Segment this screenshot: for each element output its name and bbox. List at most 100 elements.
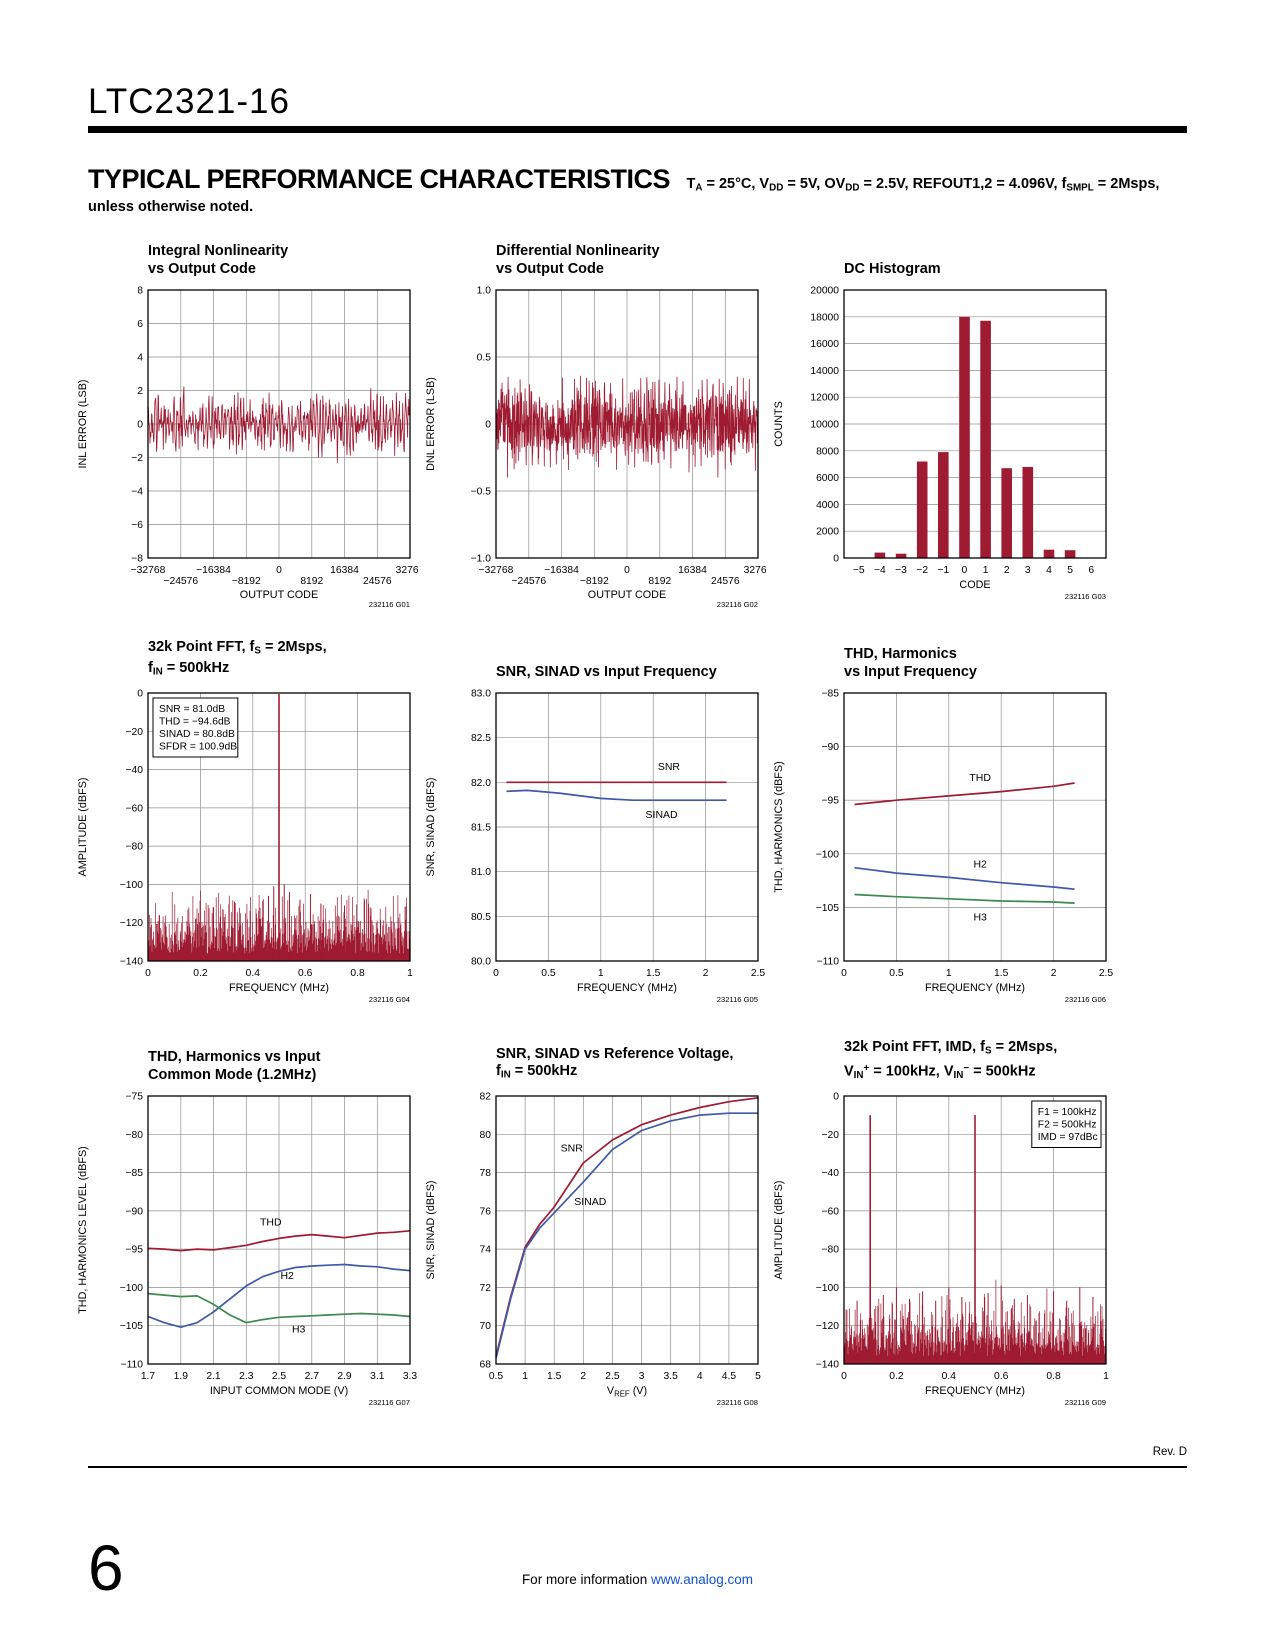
x-axis-label: FREQUENCY (MHz)	[577, 982, 677, 994]
y-tick-label: 80.0	[471, 957, 491, 968]
y-tick-label: −95	[822, 796, 840, 807]
noise-trace	[147, 386, 411, 463]
chart-figure-2: Differential Nonlinearity vs Output Code −…	[418, 238, 773, 627]
x-tick-label: 0	[841, 968, 847, 979]
y-tick-label: −100	[120, 880, 143, 891]
y-tick-label: 80	[480, 1130, 492, 1141]
x-tick-label: 0.6	[994, 1371, 1009, 1382]
chart-figure-4: 32k Point FFT, fS = 2Msps, fIN = 500kHz SN…	[70, 639, 418, 1030]
plot-border	[495, 1095, 759, 1365]
y-tick-label: 2000	[816, 527, 839, 538]
x-tick-label: 8192	[300, 576, 323, 587]
y-tick-label: −100	[816, 1283, 839, 1294]
chart-title: DC Histogram	[844, 260, 941, 277]
x-tick-label: 1.5	[646, 968, 661, 979]
series-label-thd: THD	[260, 1216, 282, 1228]
y-tick-label: 2	[137, 386, 143, 397]
y-tick-label: 8	[137, 286, 143, 297]
y-axis-label: AMPLITUDE (dBFS)	[77, 778, 89, 877]
chart-title: 32k Point FFT, IMD, fS = 2Msps, VIN+ = 10…	[844, 1038, 1058, 1081]
y-tick-label: 82.5	[471, 733, 491, 744]
plot-border	[147, 289, 411, 559]
chart-code: 232116 G04	[369, 995, 410, 1004]
analog-link[interactable]: www.analog.com	[650, 1572, 754, 1587]
y-axis-label: AMPLITUDE (dBFS)	[773, 1181, 785, 1280]
series-sinad	[506, 789, 727, 802]
plot-border	[147, 1095, 411, 1365]
y-tick-label: 74	[480, 1245, 492, 1256]
chart-plot-2: −1.0 −0.5 0 0.5 1.0 −32768−24576−16384−8192 0 8…	[425, 286, 773, 610]
x-tick-label: −4	[874, 565, 886, 576]
y-tick-label: 81.5	[471, 823, 491, 834]
x-tick-label: −16384	[196, 565, 231, 576]
series-label-sinad: SINAD	[646, 809, 679, 821]
x-tick-label: −2	[916, 565, 928, 576]
y-tick-label: 78	[480, 1168, 492, 1179]
x-tick-label: 0	[493, 968, 499, 979]
x-axis-label: FREQUENCY (MHz)	[925, 1385, 1025, 1397]
x-tick-label: 16384	[330, 565, 359, 576]
grid	[147, 1095, 411, 1365]
series-thd	[147, 1229, 411, 1252]
y-tick-label: 68	[480, 1360, 492, 1371]
x-axis-label: FREQUENCY (MHz)	[925, 982, 1025, 994]
y-tick-label: −2	[131, 453, 143, 464]
y-tick-label: −140	[120, 957, 143, 968]
series-label-snr: SNR	[658, 761, 681, 773]
x-tick-label: 0	[962, 565, 968, 576]
series-h2	[854, 866, 1075, 891]
chart-figure-6: THD, Harmonics vs Input Frequency THD H2 H3 −…	[766, 641, 1114, 1030]
x-tick-label: −8192	[580, 576, 609, 587]
chart-figure-8: SNR, SINAD vs Reference Voltage, fIN = 50…	[418, 1044, 766, 1433]
plot-border	[843, 289, 1107, 559]
chart-code: 232116 G07	[369, 1398, 410, 1407]
x-tick-label: 2	[1051, 968, 1057, 979]
chart-plot-8: SNR SINAD 68 70 72 74 76 78 80 82 0.5 1 1.5 2 2.5 3 3.5 4…	[425, 1092, 761, 1408]
chart-title: Integral Nonlinearity vs Output Code	[148, 243, 289, 277]
y-tick-label: 70	[480, 1321, 492, 1332]
y-tick-label: −80	[822, 1245, 840, 1256]
x-axis-label: OUTPUT CODE	[588, 589, 666, 601]
x-tick-label: −3	[895, 565, 907, 576]
annotation-line: IMD = 97dBc	[1038, 1132, 1098, 1143]
chart-plot-7: THD H2 H3 −110 −105 −100 −95 −90 −85 −80 −75 1.7 1.9…	[77, 1092, 417, 1408]
series-label-h3: H3	[292, 1324, 306, 1336]
x-tick-label: −32768	[479, 565, 514, 576]
y-tick-label: 18000	[810, 312, 839, 323]
x-tick-label: 3.5	[664, 1371, 679, 1382]
chart-plot-3: 0 2000 4000 6000 8000 10000 12000 14000 16000 180…	[773, 286, 1107, 601]
x-tick-label: 1	[946, 968, 952, 979]
annotation-line: SNR = 81.0dB	[159, 704, 225, 715]
chart-code: 232116 G05	[717, 995, 758, 1004]
chart-figure-3: DC Histogram 0 2000 4000 6000 8000 10000 12000 1…	[766, 238, 1114, 627]
y-tick-label: −1.0	[471, 554, 492, 565]
x-tick-label: 0.5	[541, 968, 556, 979]
y-tick-label: −85	[822, 689, 840, 700]
x-tick-label: 8192	[648, 576, 671, 587]
plot-border	[147, 692, 411, 962]
x-tick-label: 0.8	[350, 968, 365, 979]
y-tick-label: −80	[126, 842, 144, 853]
series-label-thd: THD	[969, 772, 991, 784]
chart-figure-1: Integral Nonlinearity vs Output Code −8 −6−…	[70, 238, 425, 627]
grid	[844, 289, 1106, 559]
x-tick-label: −24576	[511, 576, 546, 587]
y-tick-label: −20	[126, 727, 144, 738]
x-tick-label: 6	[1088, 565, 1094, 576]
chart-plot-1: −8 −6 −4 −2 0 2 4 6 8 −32768−24576−16384−8192 0 819…	[77, 286, 425, 610]
x-tick-label: 1.9	[174, 1371, 189, 1382]
x-axis-label: FREQUENCY (MHz)	[229, 982, 329, 994]
y-tick-label: −40	[126, 765, 144, 776]
x-tick-label: 0	[841, 1371, 847, 1382]
x-tick-label: 2	[703, 968, 709, 979]
x-tick-label: 2.7	[305, 1371, 320, 1382]
x-tick-label: 0.2	[889, 1371, 904, 1382]
x-tick-label: 3	[1025, 565, 1031, 576]
chart-code: 232116 G02	[717, 600, 758, 609]
series-h2	[147, 1263, 411, 1329]
y-tick-label: −90	[822, 742, 840, 753]
test-conditions: TA = 25°C, VDD = 5V, OVDD = 2.5V, REFOUT…	[88, 176, 1160, 216]
header-rule	[88, 126, 1187, 133]
x-axis-label: OUTPUT CODE	[240, 589, 318, 601]
